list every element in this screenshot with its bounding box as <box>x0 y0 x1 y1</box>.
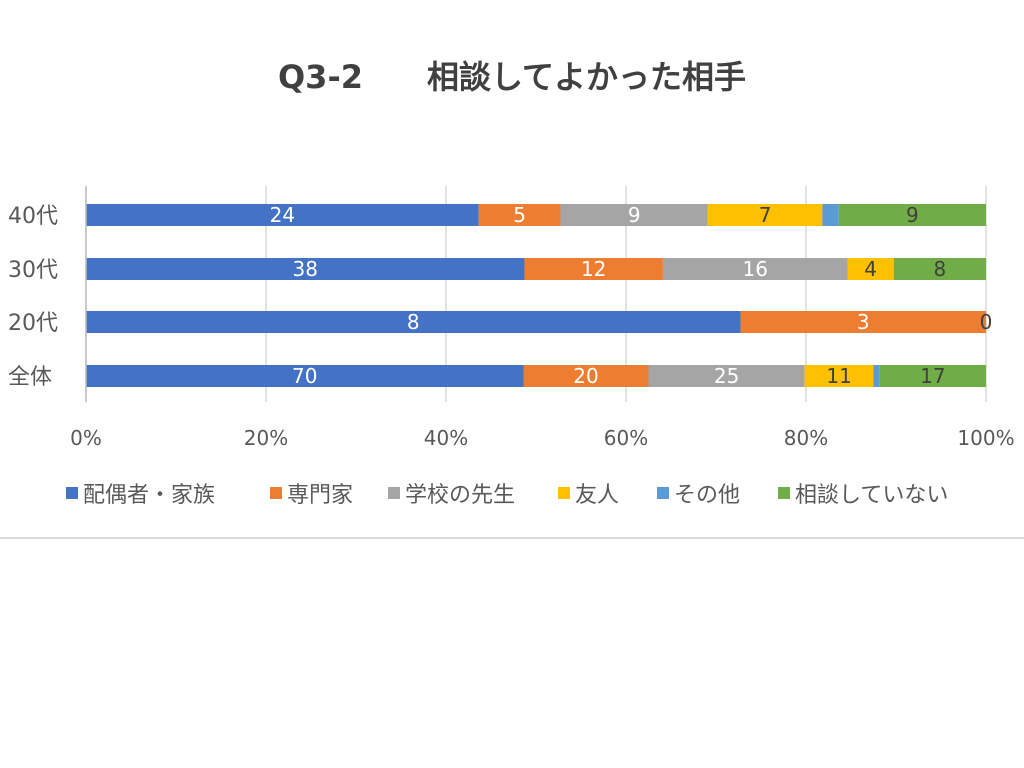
data-label: 5 <box>513 203 526 227</box>
x-tick-label: 60% <box>604 426 648 450</box>
legend-label: 友人 <box>575 483 619 508</box>
bar-segment <box>523 365 649 387</box>
data-label: 0 <box>980 310 993 334</box>
data-label: 16 <box>743 257 768 281</box>
data-label: 7 <box>759 203 772 227</box>
data-label: 25 <box>714 364 739 388</box>
data-label: 8 <box>933 257 946 281</box>
bar-segment <box>707 204 823 226</box>
bar-segment <box>873 365 880 387</box>
category-label: 20代 <box>8 311 58 336</box>
category-label: 全体 <box>8 365 52 390</box>
bar-segment <box>740 311 986 333</box>
data-label: 17 <box>920 364 945 388</box>
bar-segment <box>893 258 986 280</box>
data-label: 20 <box>573 364 598 388</box>
bar-segment <box>478 204 561 226</box>
data-label: 38 <box>293 257 318 281</box>
divider <box>0 537 1024 539</box>
bar-segment <box>804 365 874 387</box>
legend-label: 学校の先生 <box>405 483 515 508</box>
x-tick-label: 0% <box>70 426 102 450</box>
category-label: 30代 <box>8 258 58 283</box>
bar-segment <box>86 365 524 387</box>
bar-segment <box>86 204 479 226</box>
x-tick-label: 40% <box>424 426 468 450</box>
bar-segment <box>524 258 663 280</box>
data-label: 4 <box>864 257 877 281</box>
bar-segment <box>86 311 741 333</box>
chart-title: Q3-2 相談してよかった相手 <box>277 58 747 96</box>
legend-swatch <box>657 487 669 499</box>
legend-swatch <box>558 487 570 499</box>
data-label: 9 <box>628 203 641 227</box>
legend-swatch <box>388 487 400 499</box>
data-label: 12 <box>581 257 606 281</box>
legend-label: 専門家 <box>287 483 353 508</box>
legend-swatch <box>270 487 282 499</box>
data-label: 8 <box>407 310 420 334</box>
x-tick-label: 80% <box>784 426 828 450</box>
legend-label: 配偶者・家族 <box>83 483 215 508</box>
legend-label: 相談していない <box>795 483 948 508</box>
data-label: 3 <box>857 310 870 334</box>
bar-segment <box>86 258 525 280</box>
x-tick-label: 20% <box>244 426 288 450</box>
bar-segment <box>838 204 986 226</box>
legend-swatch <box>66 487 78 499</box>
x-tick-label: 100% <box>957 426 1014 450</box>
bar-segment <box>648 365 805 387</box>
bar-segment <box>822 204 839 226</box>
bar-segment <box>560 204 708 226</box>
legend-swatch <box>778 487 790 499</box>
bar-segment <box>847 258 894 280</box>
data-label: 11 <box>826 364 851 388</box>
data-label: 24 <box>270 203 295 227</box>
bar-segment <box>879 365 986 387</box>
bar-segment <box>662 258 848 280</box>
legend-label: その他 <box>674 483 740 508</box>
category-label: 40代 <box>8 204 58 229</box>
data-label: 9 <box>906 203 919 227</box>
data-label: 70 <box>292 364 317 388</box>
